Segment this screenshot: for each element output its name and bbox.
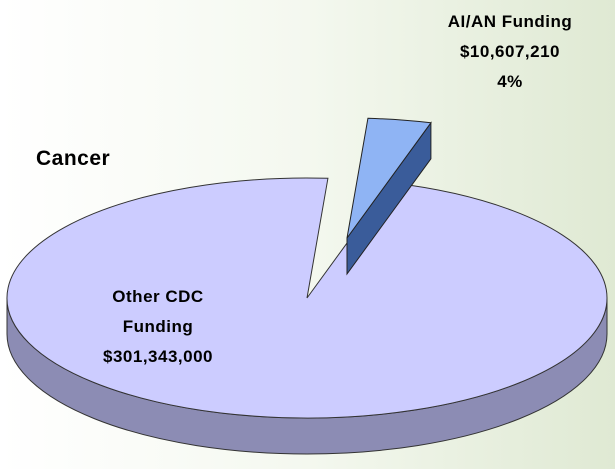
category-label: AI/AN Funding: [447, 12, 573, 31]
value-label: $10,607,210: [459, 42, 561, 61]
value-label: $301,343,000: [103, 347, 213, 366]
category-label: Other CDC Funding: [112, 287, 204, 336]
percent-label: 4%: [497, 72, 523, 91]
slice-label: Other CDC Funding $301,343,000: [78, 282, 238, 372]
pie-slice: [346, 117, 432, 239]
slice-label: AI/AN Funding $10,607,210 4%: [412, 7, 608, 97]
pie-slice: [6, 177, 608, 419]
chart-title: Cancer: [36, 147, 111, 170]
